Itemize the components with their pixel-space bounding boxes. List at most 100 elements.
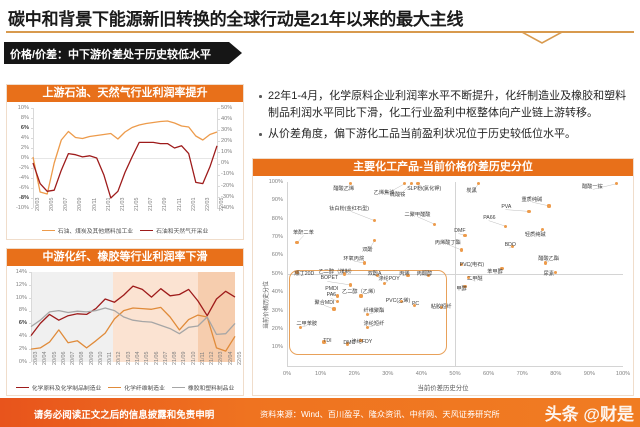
scatter-point xyxy=(362,261,366,265)
y2-axis-tick-label: 40% xyxy=(221,115,233,122)
x-axis-tick-label: 60% xyxy=(482,371,495,377)
title-divider xyxy=(6,31,634,33)
y-axis-tick-label: 10% xyxy=(271,344,283,351)
scatter-point-label: 乙二醇（乙烯） xyxy=(342,289,379,296)
scatter-point-label: BDO xyxy=(504,242,516,249)
scatter-point-label: 乙烯焦油 xyxy=(373,189,395,196)
chart-series-svg xyxy=(32,120,218,199)
y-axis-tick xyxy=(28,297,31,299)
scatter-point-label: 丙酮醇 xyxy=(416,270,433,277)
y-axis-tick-label: 90% xyxy=(271,197,283,204)
scatter-point xyxy=(335,300,339,304)
scatter-point xyxy=(359,338,363,342)
y-axis-tick xyxy=(30,128,33,129)
y2-axis-tick-label: -30% xyxy=(221,193,235,200)
y-axis-tick-label: 0% xyxy=(18,358,27,365)
chart-scatter-card: 主要化工产品-当前价格价差历史分位 10% 20% 30% 40% 50% 60% 70% 8… xyxy=(252,158,634,396)
x-axis-tick-label: 70% xyxy=(516,371,528,377)
y2-axis-tick xyxy=(217,119,220,121)
y2-axis-tick xyxy=(217,130,220,132)
scatter-point xyxy=(547,204,551,208)
y-axis-tick-label: 6% xyxy=(20,124,29,131)
y-axis-tick-label: 30% xyxy=(271,307,283,314)
legend-swatch xyxy=(171,386,185,389)
scatter-point-label: 丙烯 xyxy=(399,270,410,277)
y2-axis-tick xyxy=(217,163,220,165)
y2-axis-tick-label: 50% xyxy=(221,104,233,111)
scatter-point-label: 甲醇 xyxy=(456,285,467,292)
y-axis-tick-label: 60% xyxy=(271,252,283,259)
ribbon-label: 价格/价差：中下游价差处于历史较低水平 xyxy=(10,49,212,61)
scatter-point-label: 聚合MDI xyxy=(314,300,335,307)
scatter-point xyxy=(476,182,481,186)
y-axis-tick-label: 100% xyxy=(268,178,283,185)
y-axis-tick-label: 8% xyxy=(18,307,27,314)
scatter-point xyxy=(466,276,471,280)
leader-line xyxy=(367,240,375,253)
leader-line xyxy=(505,209,529,212)
scatter-point xyxy=(342,272,346,276)
scatter-point xyxy=(359,294,363,298)
legend-label: 石油、煤炭及其他燃料加工业 xyxy=(57,229,134,235)
y-axis-tick-label: -2% xyxy=(19,164,29,171)
scatter-point-label: PVC(电石) xyxy=(459,261,485,268)
y-axis-tick xyxy=(30,118,33,119)
y2-axis-line xyxy=(217,108,218,208)
leader-line xyxy=(461,264,472,267)
scatter-point xyxy=(463,233,467,237)
y2-axis-tick xyxy=(217,141,220,143)
legend-swatch xyxy=(15,386,29,389)
y-axis-tick-label: 6% xyxy=(18,320,27,327)
chart-scatter-plot: 10% 20% 30% 40% 50% 60% 70% 80% 90% 100% 0% 10% 20% 3… xyxy=(253,176,633,396)
scatter-point-label: 涤纶FDY xyxy=(351,338,373,345)
scatter-point xyxy=(322,340,326,344)
y2-axis-tick-label: -40% xyxy=(221,204,235,211)
x-axis-line xyxy=(287,366,623,367)
leader-line xyxy=(592,183,617,190)
chart-series-svg xyxy=(30,285,236,352)
scatter-leader-svg xyxy=(296,183,617,346)
scatter-point-label: 涤纶POY xyxy=(378,276,400,283)
scatter-point xyxy=(295,270,299,274)
legend-label: 化学原料及化学制品制造业 xyxy=(31,386,102,392)
y2-axis-tick xyxy=(217,185,220,187)
y-axis-tick xyxy=(28,284,31,286)
zero-line xyxy=(33,158,217,159)
y-axis-tick-label: -10% xyxy=(15,204,29,211)
ribbon-arrow-icon xyxy=(229,42,242,64)
y-axis-tick xyxy=(30,208,33,209)
footer-disclaimer: 请务必阅读正文之后的信息披露和免责申明 xyxy=(0,398,248,427)
scatter-point-label: 顺丁20D xyxy=(294,270,315,277)
leader-line xyxy=(354,260,365,264)
leader-line xyxy=(448,244,462,251)
scatter-point xyxy=(372,239,376,243)
scatter-point-label: PMDI xyxy=(325,286,339,293)
scatter-point xyxy=(409,182,413,186)
scatter-point-label: DMC xyxy=(343,339,356,346)
scatter-point xyxy=(527,209,531,214)
leader-line xyxy=(488,220,506,227)
y2-axis-tick xyxy=(217,174,220,176)
legend-item: 橡胶和塑料制品业 xyxy=(171,383,234,392)
scatter-point xyxy=(335,294,339,298)
scatter-point xyxy=(426,274,430,278)
leader-line xyxy=(535,229,543,238)
list-item: 22年1-4月，化学原料企业利润率水平不断提升，化纤制造业及橡胶和塑料制品利润水… xyxy=(256,88,634,121)
y2-axis-tick-label: -10% xyxy=(221,171,235,178)
series-line xyxy=(32,120,218,195)
x-axis-tick-label: 30% xyxy=(382,371,394,377)
x-axis-tick-label: 40% xyxy=(415,371,427,377)
y-axis-tick-label: -4% xyxy=(19,174,29,181)
y-axis-tick-label: 80% xyxy=(271,215,283,222)
legend-item: 化学纤维制造业 xyxy=(108,383,165,392)
scatter-point-label: 重质纯碱 xyxy=(521,197,543,204)
chart-scatter-title: 主要化工产品-当前价格价差历史分位 xyxy=(253,159,633,176)
series-line xyxy=(30,285,236,336)
y-axis-line xyxy=(31,272,32,362)
plot-band xyxy=(112,272,199,362)
scatter-point xyxy=(332,307,336,311)
scatter-point xyxy=(433,222,437,226)
scatter-point xyxy=(349,283,353,287)
y-axis-tick xyxy=(30,188,33,189)
y-axis-tick xyxy=(30,138,33,139)
